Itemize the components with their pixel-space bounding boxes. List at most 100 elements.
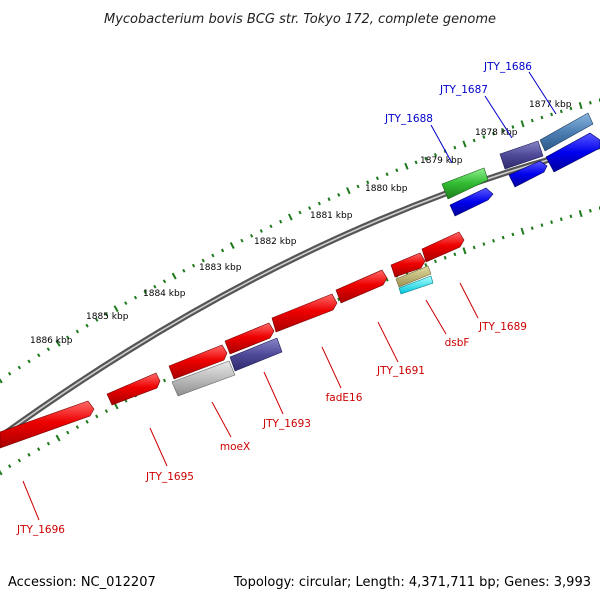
scale-label: 1884 kbp xyxy=(143,289,186,299)
forward-gene-labels: JTY_1686 JTY_1687 JTY_1688 xyxy=(384,61,557,164)
scale-tick xyxy=(385,172,389,177)
scale-label: 1881 kbp xyxy=(310,211,353,221)
gene-arrow-red[interactable] xyxy=(271,293,338,333)
gene-label-dsbf[interactable]: dsbF xyxy=(445,337,470,349)
scale-tick xyxy=(453,145,457,150)
forward-genes xyxy=(441,112,600,217)
scale-tick xyxy=(540,223,544,227)
scale-tick xyxy=(550,220,554,225)
gene-arrow-navy[interactable] xyxy=(499,140,544,170)
leader-line xyxy=(528,71,557,115)
leader-line xyxy=(321,346,342,389)
scale-tick xyxy=(433,259,437,264)
gene-arrow-red[interactable] xyxy=(106,372,161,406)
scale-tick xyxy=(85,419,89,424)
scale-tick xyxy=(443,255,447,260)
gene-label-jty-1686[interactable]: JTY_1686 xyxy=(483,61,532,73)
scale-label: 1879 kbp xyxy=(420,156,463,166)
scale-tick xyxy=(404,162,409,170)
scale-label: 1885 kbp xyxy=(86,312,129,322)
scale-tick xyxy=(327,197,331,202)
scale-tick xyxy=(37,447,41,452)
reverse-genes xyxy=(0,231,465,449)
scale-tick xyxy=(75,329,80,334)
scale-tick xyxy=(201,258,205,263)
gene-arrow-cyan[interactable] xyxy=(398,275,434,295)
scale-tick xyxy=(66,335,70,340)
scale-tick xyxy=(124,301,128,305)
genome-summary-text: Topology: circular; Length: 4,371,711 bp… xyxy=(233,575,591,590)
gene-arrow-red[interactable] xyxy=(335,269,388,304)
scale-tick xyxy=(113,305,119,313)
leader-line xyxy=(149,427,168,467)
gene-label-jty-1691[interactable]: JTY_1691 xyxy=(376,365,425,377)
scale-tick xyxy=(259,229,263,233)
gene-label-fade16[interactable]: fadE16 xyxy=(326,392,363,404)
scale-tick xyxy=(424,156,428,161)
scale-tick xyxy=(482,242,486,246)
leader-line xyxy=(430,124,453,164)
scale-tick xyxy=(424,263,428,267)
map-title: Mycobacterium bovis BCG str. Tokyo 172, … xyxy=(104,12,496,27)
scale-tick xyxy=(569,106,573,111)
scale-tick xyxy=(0,470,3,476)
scale-tick xyxy=(162,378,167,383)
scale-tick xyxy=(133,295,138,300)
scale-tick xyxy=(66,430,70,435)
scale-tick xyxy=(511,125,515,129)
gene-arrow-blue[interactable] xyxy=(449,187,494,217)
gene-arrow-steel[interactable] xyxy=(539,112,594,152)
gene-arrow-red[interactable] xyxy=(421,231,465,263)
gene-arrow-navy[interactable] xyxy=(229,337,283,372)
scale-tick xyxy=(143,290,147,294)
scale-tick xyxy=(240,238,244,243)
scale-tick xyxy=(540,115,544,120)
scale-tick xyxy=(287,213,293,221)
gene-arrow-red[interactable] xyxy=(390,252,426,278)
gene-label-jty-1695[interactable]: JTY_1695 xyxy=(145,471,194,483)
gene-arrow-red[interactable] xyxy=(224,322,275,355)
scale-tick xyxy=(395,168,399,173)
scale-tick xyxy=(337,297,341,302)
scale-tick xyxy=(153,284,157,289)
gene-arrow-red[interactable] xyxy=(168,344,228,380)
gene-arrow-blue[interactable] xyxy=(508,160,548,188)
scale-tick xyxy=(46,441,51,446)
gene-label-jty-1687[interactable]: JTY_1687 xyxy=(439,84,488,96)
leader-line xyxy=(484,95,513,139)
gene-label-moex[interactable]: moeX xyxy=(220,441,250,453)
scale-tick xyxy=(366,180,370,185)
gene-arrow-blue[interactable] xyxy=(545,132,600,173)
gene-label-jty-1696[interactable]: JTY_1696 xyxy=(16,524,65,536)
gene-arrow-green[interactable] xyxy=(441,167,489,200)
accession-text: Accession: NC_012207 xyxy=(8,575,156,590)
scale-tick xyxy=(55,339,61,347)
scale-tick xyxy=(530,226,534,230)
scale-tick xyxy=(250,233,254,238)
gene-arrow-olive[interactable] xyxy=(395,265,432,288)
scale-tick xyxy=(308,206,312,210)
leader-line xyxy=(425,299,447,335)
gene-label-jty-1693[interactable]: JTY_1693 xyxy=(262,418,311,430)
gene-label-jty-1688[interactable]: JTY_1688 xyxy=(384,113,433,125)
gene-arrow-gray[interactable] xyxy=(171,360,236,397)
scale-tick xyxy=(104,409,109,414)
leader-line xyxy=(377,321,399,363)
scale-tick xyxy=(472,138,476,143)
scale-label: 1880 kbp xyxy=(365,184,408,194)
scale-tick xyxy=(569,214,573,219)
gene-label-jty-1689[interactable]: JTY_1689 xyxy=(478,321,527,333)
leader-line xyxy=(459,282,479,319)
scale-tick xyxy=(95,414,99,419)
scale-tick xyxy=(414,160,418,165)
scale-label: 1882 kbp xyxy=(254,237,297,247)
scale-tick xyxy=(482,135,486,139)
scale-tick xyxy=(472,245,476,250)
scale-tick xyxy=(559,109,563,114)
scale-tick xyxy=(17,458,22,463)
gene-arrow-red[interactable] xyxy=(0,400,95,449)
scale-tick xyxy=(269,224,273,229)
scale-tick xyxy=(433,153,438,157)
scale-tick xyxy=(0,378,3,384)
